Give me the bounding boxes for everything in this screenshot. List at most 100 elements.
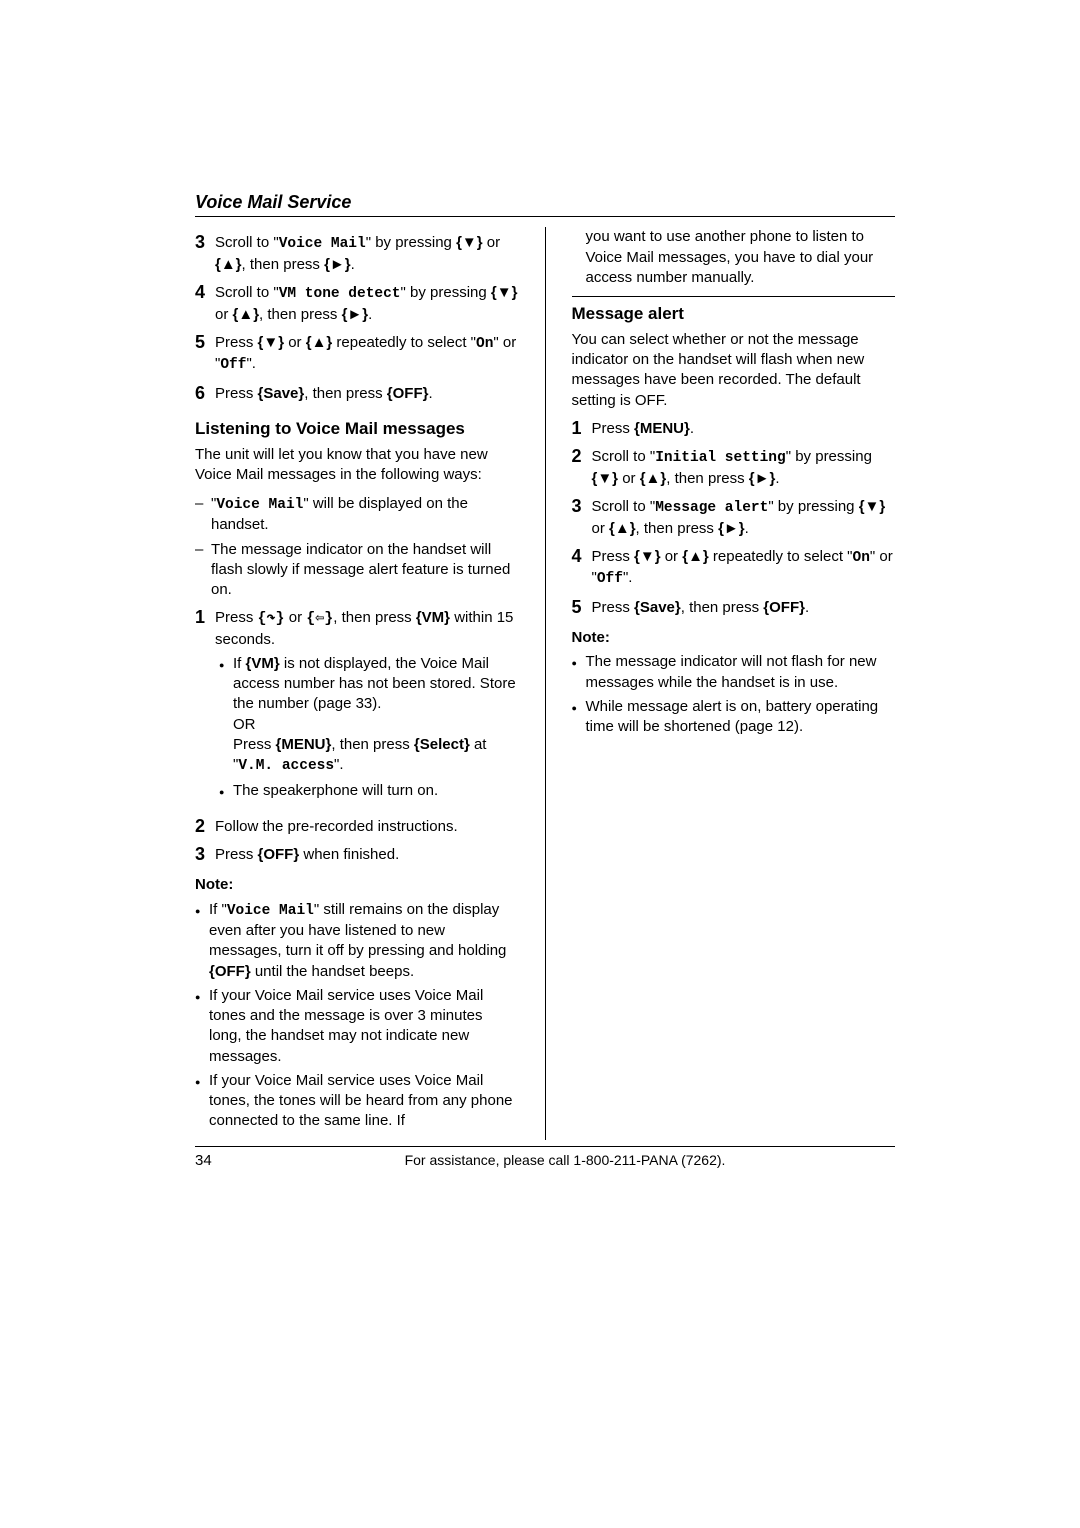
key-vm: {VM} [246,655,280,672]
step-body: Press {MENU}. [592,419,896,439]
page: Voice Mail Service 3 Scroll to "Voice Ma… [0,0,1080,1528]
step-body: Scroll to "VM tone detect" by pressing {… [215,283,519,325]
step-number: 6 [195,384,215,404]
text: or [284,334,306,351]
step-number: 2 [195,817,215,837]
alert-step-4: 4 Press {▼} or {▲} repeatedly to select … [572,547,896,590]
text: , then press [681,599,764,616]
page-number: 34 [195,1151,235,1171]
key-off: {OFF} [258,846,300,863]
text: , then press [304,385,387,402]
mono: VM tone detect [279,286,401,302]
text: Scroll to " [215,234,279,251]
step-body: Press {Save}, then press {OFF}. [215,384,519,404]
text: . [805,599,809,616]
step-body: Press {Save}, then press {OFF}. [592,598,896,618]
key-right-icon: {►} [718,520,745,537]
text: " by pressing [401,284,491,301]
key-off: {OFF} [209,963,251,980]
text: . [690,420,694,437]
text: or [285,609,307,626]
footer-assist: For assistance, please call 1-800-211-PA… [235,1151,895,1171]
text: ". [246,355,256,372]
step-number: 4 [195,283,215,325]
mono: Voice Mail [227,903,314,919]
text: repeatedly to select " [332,334,476,351]
key-up-icon: {▲} [682,548,709,565]
text: or [618,470,640,487]
step-body: Follow the pre-recorded instructions. [215,817,519,837]
key-up-icon: {▲} [609,520,636,537]
step-4: 4 Scroll to "VM tone detect" by pressing… [195,283,519,325]
list-item: If your Voice Mail service uses Voice Ma… [195,986,519,1067]
text: , then press [242,256,325,273]
text: when finished. [299,846,399,863]
step-6: 6 Press {Save}, then press {OFF}. [195,384,519,404]
mono: Initial setting [655,450,786,466]
key-down-icon: {▼} [634,548,661,565]
text: . [745,520,749,537]
text: , then press [259,306,342,323]
text: , then press [333,609,416,626]
list-item: The speakerphone will turn on. [219,781,519,801]
step-body: Press {▼} or {▲} repeatedly to select "O… [215,333,519,376]
left-column: 3 Scroll to "Voice Mail" by pressing {▼}… [195,227,519,1139]
step-body: Scroll to "Message alert" by pressing {▼… [592,497,896,539]
text: If [233,655,246,672]
text: Scroll to " [592,448,656,465]
text: . [351,256,355,273]
text: repeatedly to select " [709,548,853,565]
text: or [661,548,683,565]
key-down-icon: {▼} [491,284,518,301]
right-column: you want to use another phone to listen … [572,227,896,1139]
key-off: {OFF} [763,599,805,616]
alert-step-3: 3 Scroll to "Message alert" by pressing … [572,497,896,539]
key-up-icon: {▲} [306,334,333,351]
text: Press [215,609,258,626]
alert-step-1: 1 Press {MENU}. [572,419,896,439]
text: Press [233,736,276,753]
heading-message-alert: Message alert [572,303,896,326]
step-5: 5 Press {▼} or {▲} repeatedly to select … [195,333,519,376]
mono: Voice Mail [279,236,366,252]
list-item: While message alert is on, battery opera… [572,697,896,738]
note-list: If "Voice Mail" still remains on the dis… [195,900,519,1132]
step-body: Press {↷} or {⇦}, then press {VM} within… [215,608,519,809]
sub-rule [572,296,896,297]
dash-list: "Voice Mail" will be displayed on the ha… [195,494,519,601]
key-select: {Select} [414,736,470,753]
text: ". [334,756,344,773]
key-save: {Save} [258,385,305,402]
columns: 3 Scroll to "Voice Mail" by pressing {▼}… [195,227,895,1139]
text: . [775,470,779,487]
listen-intro: The unit will let you know that you have… [195,445,519,486]
text: , then press [331,736,414,753]
key-up-icon: {▲} [640,470,667,487]
key-right-icon: {►} [749,470,776,487]
step-number: 3 [195,233,215,275]
list-item: The message indicator on the handset wil… [195,540,519,601]
list-item: "Voice Mail" will be displayed on the ha… [195,494,519,536]
step-number: 2 [572,447,592,489]
text: Press [215,385,258,402]
mono: V.M. access [238,758,334,774]
key-off: {OFF} [387,385,429,402]
text: Press [215,846,258,863]
text: . [428,385,432,402]
text: " by pressing [786,448,872,465]
text: Scroll to " [215,284,279,301]
mono: Message alert [655,500,768,516]
text: Press [592,420,635,437]
key-right-icon: {►} [324,256,351,273]
text: Press [592,599,635,616]
text: ". [623,569,633,586]
list-item: If "Voice Mail" still remains on the dis… [195,900,519,982]
key-down-icon: {▼} [592,470,619,487]
listen-step-3: 3 Press {OFF} when finished. [195,845,519,865]
key-up-icon: {▲} [233,306,260,323]
step-number: 3 [572,497,592,539]
speaker-icon: {⇦} [306,610,333,627]
note-label: Note: [572,628,896,648]
note-list: The message indicator will not flash for… [572,652,896,737]
text: or [592,520,610,537]
